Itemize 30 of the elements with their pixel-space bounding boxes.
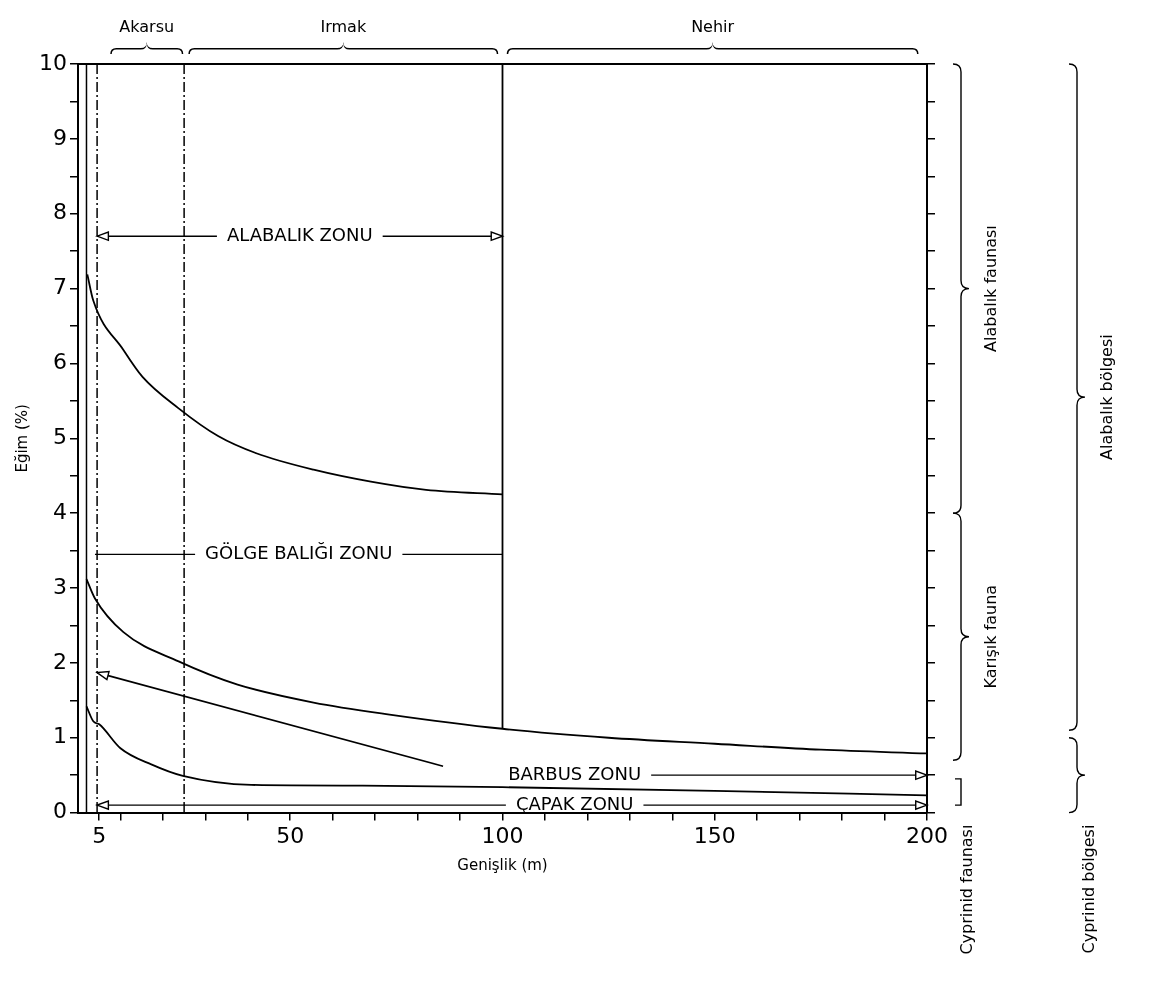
y-axis-title: Eğim (%)	[12, 404, 31, 473]
x-axis-title: Genişlik (m)	[457, 855, 548, 874]
y-tick-label: 3	[52, 573, 67, 599]
y-tick-label: 10	[38, 49, 67, 75]
y-tick-label: 7	[52, 274, 67, 300]
x-tick-label: 200	[906, 822, 948, 848]
text: Alabalık bölgesi	[1096, 334, 1116, 460]
annotation: ÇAPAK ZONU	[515, 793, 634, 815]
text: Akarsu	[119, 17, 175, 36]
y-tick-label: 1	[52, 723, 67, 749]
text: Cyprinid bölgesi	[1078, 824, 1098, 954]
y-tick-label: 5	[52, 424, 67, 450]
text: Alabalık faunası	[980, 225, 1000, 352]
text: Nehir	[691, 17, 735, 36]
x-tick-label: 100	[481, 822, 524, 848]
text: Irmak	[320, 17, 367, 36]
x-tick-label: 150	[693, 822, 736, 848]
y-tick-label: 8	[52, 199, 67, 225]
y-tick-label: 9	[52, 124, 67, 150]
annotation: GÖLGE BALIĞI ZONU	[205, 542, 393, 564]
text: Karışık fauna	[980, 584, 1000, 689]
x-tick-label: 50	[276, 822, 305, 848]
y-tick-label: 0	[52, 798, 67, 824]
y-tick-label: 6	[52, 349, 67, 375]
y-tick-label: 2	[52, 648, 67, 674]
annotation: BARBUS ZONU	[508, 763, 642, 785]
y-tick-label: 4	[52, 498, 67, 524]
x-tick-label: 5	[92, 822, 107, 848]
text: Cyprinid faunası	[956, 824, 976, 955]
annotation: ALABALIK ZONU	[226, 224, 373, 246]
